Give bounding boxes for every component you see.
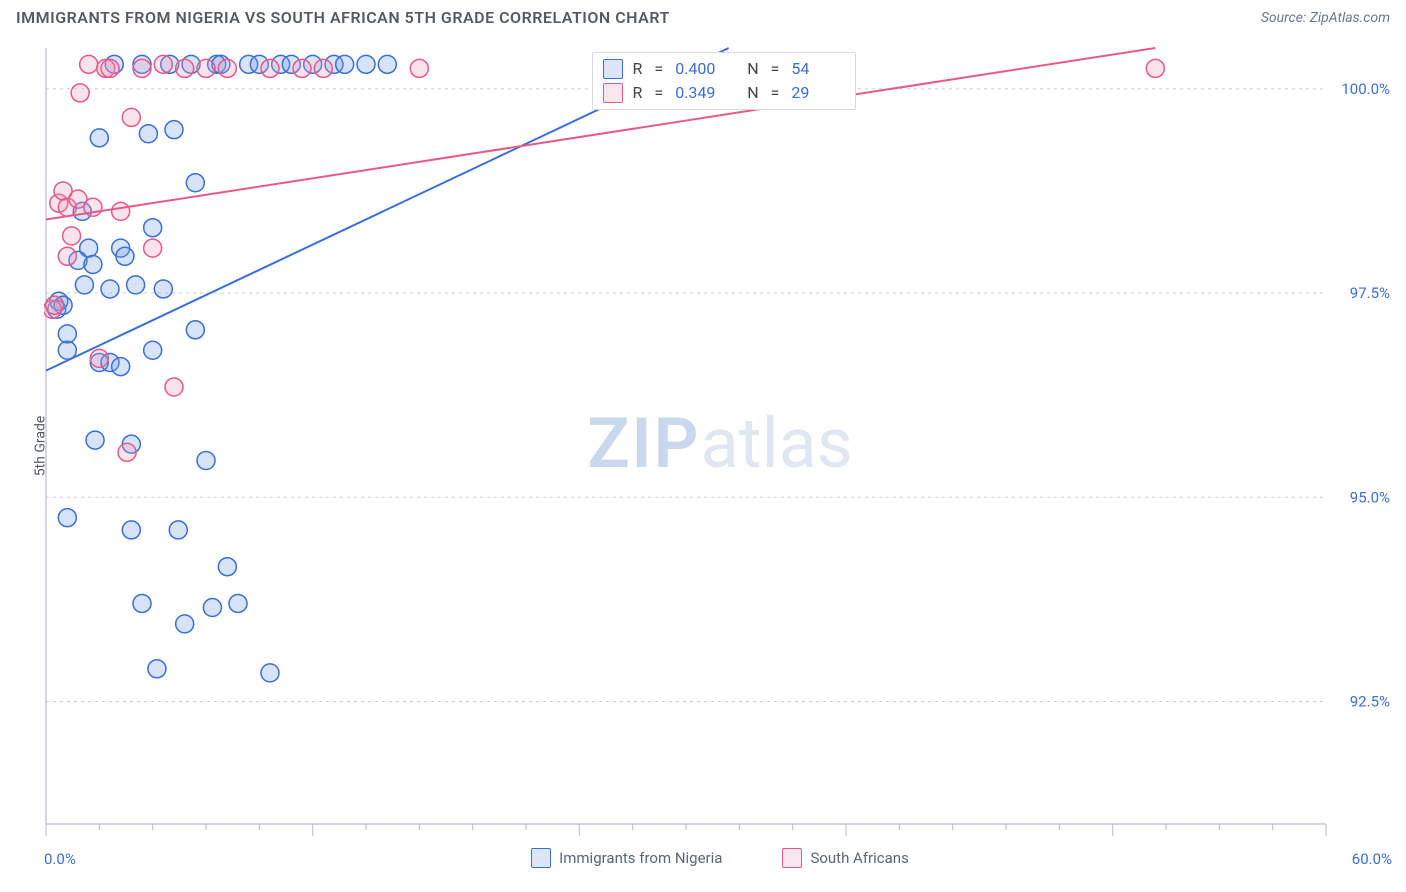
legend-item: Immigrants from Nigeria — [531, 848, 722, 868]
chart-title: IMMIGRANTS FROM NIGERIA VS SOUTH AFRICAN… — [16, 8, 670, 27]
n-value: 29 — [791, 81, 845, 105]
data-point — [197, 59, 215, 77]
data-point — [133, 59, 151, 77]
data-point — [218, 558, 236, 576]
data-point — [122, 108, 140, 126]
data-point — [169, 521, 187, 539]
data-point — [90, 349, 108, 367]
data-point — [80, 239, 98, 257]
data-point — [165, 378, 183, 396]
data-point — [144, 341, 162, 359]
equals-sign: = — [652, 57, 665, 81]
data-point — [176, 59, 194, 77]
data-point — [154, 280, 172, 298]
r-label: R — [633, 57, 643, 81]
equals-sign: = — [652, 81, 665, 105]
data-point — [218, 59, 236, 77]
data-point — [186, 321, 204, 339]
data-point — [314, 59, 332, 77]
data-point — [139, 125, 157, 143]
stats-row: R = 0.349 N = 29 — [603, 81, 846, 105]
legend-swatch — [603, 59, 623, 79]
data-point — [112, 202, 130, 220]
data-point — [1146, 59, 1164, 77]
legend-item: South Africans — [782, 848, 908, 868]
n-value: 54 — [791, 57, 845, 81]
data-point — [90, 129, 108, 147]
data-point — [410, 59, 428, 77]
n-label: N — [747, 81, 758, 105]
data-point — [176, 615, 194, 633]
data-point — [58, 325, 76, 343]
data-point — [122, 521, 140, 539]
chart-area: 92.5%95.0%97.5%100.0% ZIPatlas R=0.400N=… — [44, 46, 1396, 842]
x-axis-max-label: 60.0% — [1352, 850, 1392, 868]
svg-text:95.0%: 95.0% — [1350, 488, 1390, 506]
legend-swatch — [782, 848, 802, 868]
data-point — [133, 594, 151, 612]
data-point — [261, 664, 279, 682]
data-point — [116, 247, 134, 265]
svg-text:100.0%: 100.0% — [1341, 80, 1390, 98]
data-point — [63, 227, 81, 245]
data-point — [144, 239, 162, 257]
source-label: Source: ZipAtlas.com — [1261, 10, 1390, 26]
data-point — [357, 55, 375, 73]
svg-text:97.5%: 97.5% — [1350, 284, 1390, 302]
data-point — [112, 358, 130, 376]
legend-swatch — [603, 83, 623, 103]
n-label: N — [747, 57, 758, 81]
scatter-plot-svg: 92.5% 95.0% 97.5% 100.0% — [44, 46, 1396, 842]
data-point — [261, 59, 279, 77]
data-point — [75, 276, 93, 294]
series-legend: Immigrants from Nigeria South Africans — [44, 848, 1396, 868]
svg-text:92.5%: 92.5% — [1350, 692, 1390, 710]
equals-sign: = — [769, 81, 782, 105]
data-point — [336, 55, 354, 73]
data-point — [148, 660, 166, 678]
data-point — [80, 55, 98, 73]
data-point — [86, 431, 104, 449]
data-point — [101, 59, 119, 77]
legend-swatch — [531, 848, 551, 868]
r-value: 0.400 — [675, 57, 729, 81]
data-point — [101, 280, 119, 298]
data-point — [229, 594, 247, 612]
data-point — [203, 599, 221, 617]
data-point — [154, 55, 172, 73]
data-point — [118, 443, 136, 461]
x-axis-footer: 0.0% Immigrants from NigeriaSouth Africa… — [44, 846, 1396, 886]
legend-label: Immigrants from Nigeria — [559, 849, 722, 867]
legend-label: South Africans — [810, 849, 908, 867]
data-point — [165, 121, 183, 139]
r-value: 0.349 — [675, 81, 729, 105]
data-point — [46, 296, 64, 314]
data-point — [144, 219, 162, 237]
data-point — [378, 55, 396, 73]
data-point — [71, 84, 89, 102]
data-point — [58, 509, 76, 527]
data-point — [84, 255, 102, 273]
r-label: R — [633, 81, 643, 105]
data-point — [127, 276, 145, 294]
data-point — [58, 247, 76, 265]
correlation-stats-box: R = 0.400 N = 54 R = 0.349 N = 29 — [592, 52, 857, 110]
data-point — [293, 59, 311, 77]
equals-sign: = — [769, 57, 782, 81]
stats-row: R = 0.400 N = 54 — [603, 57, 846, 81]
data-point — [186, 174, 204, 192]
data-point — [197, 452, 215, 470]
